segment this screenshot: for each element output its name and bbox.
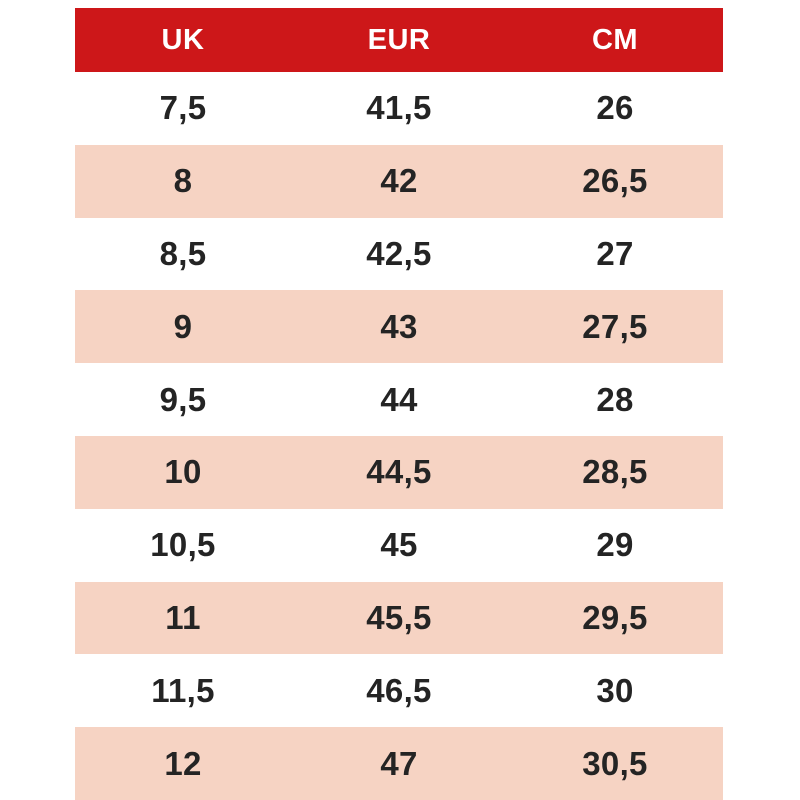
cell-eur: 43: [380, 307, 418, 345]
cell-cm: 26: [596, 89, 634, 127]
cell-cm: 26,5: [582, 162, 648, 200]
table-row: 8 42 26,5: [75, 144, 723, 218]
cell-uk: 12: [164, 744, 202, 782]
cell-uk: 9: [173, 307, 193, 345]
cell-uk: 11: [165, 598, 201, 636]
table-row: 8,5 42,5 27: [75, 217, 723, 291]
cell-cm: 27,5: [582, 307, 648, 345]
table-row: 9 43 27,5: [75, 290, 723, 364]
cell-cm: 28,5: [582, 453, 648, 491]
table-row: 7,5 41,5 26: [75, 72, 723, 145]
cell-eur: 45: [380, 526, 418, 564]
table-row: 10 44,5 28,5: [75, 435, 723, 509]
table-row: 11 45,5 29,5: [75, 581, 723, 655]
table-row: 9,5 44 28: [75, 363, 723, 436]
column-header-eur: EUR: [367, 23, 431, 56]
column-header-cm: CM: [591, 23, 639, 56]
cell-eur: 46,5: [366, 671, 432, 709]
cell-cm: 30: [596, 671, 634, 709]
cell-eur: 47: [380, 744, 418, 782]
cell-uk: 11,5: [151, 671, 215, 709]
cell-cm: 28: [596, 380, 634, 418]
cell-eur: 42: [380, 162, 418, 200]
table-header-row: UK EUR CM: [75, 8, 723, 72]
cell-cm: 29,5: [582, 598, 648, 636]
column-header-uk: UK: [161, 23, 205, 56]
cell-uk: 8: [173, 162, 193, 200]
cell-cm: 30,5: [582, 744, 648, 782]
cell-cm: 29: [596, 526, 634, 564]
cell-eur: 45,5: [366, 598, 432, 636]
cell-uk: 9,5: [159, 380, 207, 418]
table-row: 10,5 45 29: [75, 508, 723, 582]
table-row: 12 47 30,5: [75, 727, 723, 800]
table-row: 11,5 46,5 30: [75, 654, 723, 728]
cell-uk: 7,5: [159, 89, 207, 127]
cell-eur: 44: [380, 380, 418, 418]
cell-cm: 27: [596, 234, 634, 272]
cell-eur: 44,5: [366, 453, 432, 491]
cell-eur: 42,5: [366, 234, 432, 272]
cell-uk: 10: [164, 453, 202, 491]
cell-eur: 41,5: [366, 89, 432, 127]
table-body: 7,5 41,5 26 8 42 26,5 8,5 42,5 27 9 43 2…: [75, 72, 723, 800]
cell-uk: 10,5: [150, 526, 216, 564]
size-conversion-table: UK EUR CM 7,5 41,5 26 8 42 26,5 8,5 42,5…: [75, 8, 723, 800]
cell-uk: 8,5: [159, 234, 207, 272]
